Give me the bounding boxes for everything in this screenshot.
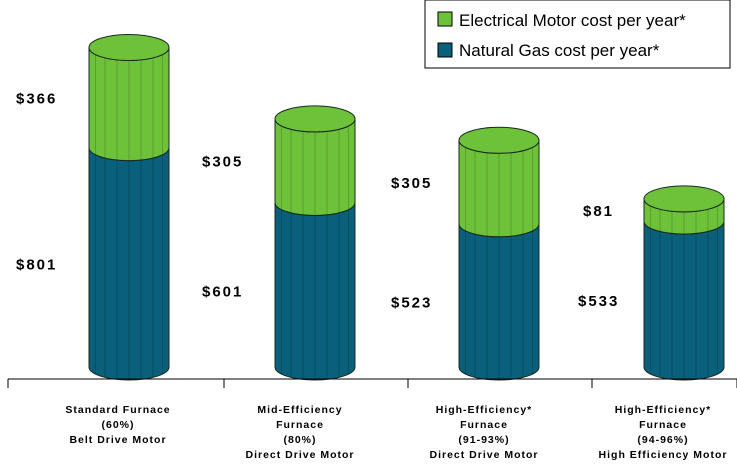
bar-stack-1: [274, 105, 356, 381]
legend-swatch-electric: [437, 11, 453, 27]
bars-layer: [88, 33, 725, 381]
value-labels-layer: $801 $366 $601 $305 $523 $305 $533 $81: [16, 91, 619, 312]
value-label-electric-2: $305: [391, 175, 432, 192]
category-label-0-line-0: Standard Furnace: [65, 404, 170, 416]
legend-box: [424, 0, 731, 69]
legend: Electrical Motor cost per year* Natural …: [424, 0, 731, 69]
value-label-electric-1: $305: [202, 154, 243, 171]
category-label-3-line-2: (94-96%): [637, 434, 688, 446]
legend-swatch-gas: [437, 42, 453, 58]
legend-label-electric: Electrical Motor cost per year*: [459, 11, 686, 30]
category-label-3-line-0: High-Efficiency*: [615, 404, 712, 416]
value-label-gas-3: $533: [578, 293, 619, 310]
bar-electric-1-top-cap: [274, 105, 356, 133]
category-label-3-line-3: High Efficiency Motor: [599, 449, 728, 461]
category-label-2-line-1: Furnace: [460, 419, 508, 431]
category-label-2-line-2: (91-93%): [458, 434, 509, 446]
category-label-1-line-2: (80%): [283, 434, 316, 446]
value-label-electric-3: $81: [583, 203, 614, 220]
category-label-2-line-3: Direct Drive Motor: [429, 449, 538, 461]
x-axis-ticks: [7, 379, 737, 388]
category-label-3-line-1: Furnace: [639, 419, 687, 431]
category-label-2-line-0: High-Efficiency*: [436, 404, 533, 416]
bar-stack-0: [88, 33, 170, 381]
bar-stack-3: [643, 185, 725, 381]
bar-electric-2-top-cap: [458, 126, 540, 154]
value-label-electric-0: $366: [16, 91, 57, 108]
category-label-1-line-0: Mid-Efficiency: [257, 404, 342, 416]
category-labels-layer: Standard Furnace (60%) Belt Drive Motor Mid…: [65, 404, 728, 461]
bar-stack-2: [458, 126, 540, 381]
legend-label-gas: Natural Gas cost per year*: [459, 41, 660, 60]
bar-electric-0-top-cap: [88, 33, 170, 61]
category-label-0-line-2: Belt Drive Motor: [69, 434, 166, 446]
value-label-gas-0: $801: [16, 256, 57, 273]
value-label-gas-1: $601: [202, 284, 243, 301]
category-label-0-line-1: (60%): [101, 419, 134, 431]
category-label-1-line-1: Furnace: [276, 419, 324, 431]
value-label-gas-2: $523: [391, 294, 432, 311]
category-label-1-line-3: Direct Drive Motor: [245, 449, 354, 461]
bar-electric-3-top-cap: [643, 185, 725, 213]
